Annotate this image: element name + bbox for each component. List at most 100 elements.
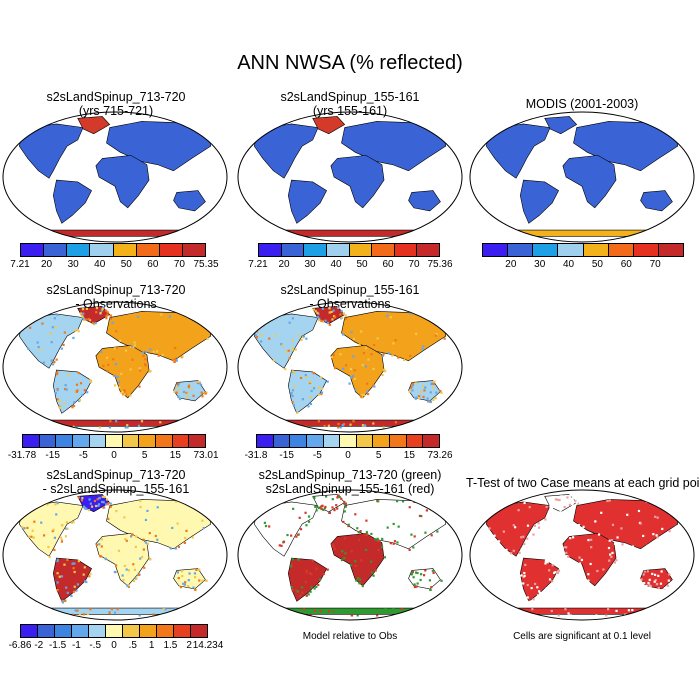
map-cell [361,424,364,427]
map-cell [354,564,358,567]
colorbar-panel-5 [256,434,440,448]
colorbar-swatch [136,244,160,256]
map-cell [356,614,359,617]
map-cell [144,541,148,544]
map-cell [344,502,347,505]
colorbar-tick-label: 20 [41,259,53,270]
colorbar-tick-label: 15 [403,450,415,461]
map-cell [377,500,380,503]
map-cell [56,572,59,575]
map-cell [145,350,148,353]
map-cell [113,570,116,574]
map-cell [65,521,68,524]
map-cell [89,502,92,505]
continent-namerica [18,123,84,179]
map-cell [526,583,529,587]
map-cell [104,557,107,560]
map-cell [54,391,57,395]
map-cell [493,534,496,537]
map-cell [328,307,331,310]
map-cell [350,550,353,553]
map-cell [50,341,53,344]
map-cell [94,504,98,508]
colorbar-swatch [483,244,509,256]
map-cell [532,598,535,601]
map-cell [553,571,556,575]
map-cell [313,496,316,500]
map-cell [578,562,582,565]
map-cell [321,307,325,310]
map-cell [73,585,76,588]
map-cell [541,591,544,594]
map-cell [72,590,76,593]
continent-namerica [253,313,319,369]
map-cell [609,553,612,556]
map-cell [113,384,117,387]
map-cell [545,505,548,508]
map-cell [291,394,294,398]
map-cell [120,391,123,394]
map-cell [647,608,651,611]
map-cell [365,533,368,536]
map-cell [534,582,537,586]
map-cell [301,398,305,401]
map-cell [331,498,334,501]
map-cell [561,511,564,514]
map-cell [287,349,290,352]
map-cell [352,374,355,378]
map-cell [528,506,531,509]
map-cell [100,350,103,353]
map-cell [115,347,118,350]
map-cell [187,579,190,582]
map-cell [175,359,178,362]
map-cell [367,358,370,361]
map-cell [384,370,387,373]
map-cell [134,545,137,548]
map-cell [443,506,446,510]
continent-australia [408,190,441,212]
colorbar-swatch [56,435,73,447]
map-cell [607,546,611,550]
map-cell [109,502,112,505]
map-cell [563,546,566,549]
map-cell [396,541,399,544]
map-cell [380,546,384,549]
map-cell [520,536,523,539]
colorbar-swatch [323,435,341,447]
map-cell [190,387,193,390]
panel-6-title: s2sLandSpinup_713-720 - s2sLandSpinup_15… [18,468,214,496]
map-cell [77,496,80,499]
continent-africa [330,345,385,399]
map-cell [315,585,318,588]
colorbar-swatch [72,435,90,447]
map-cell [81,497,84,500]
map-cell [668,583,671,586]
map-cell [387,352,390,355]
map-cell [373,385,376,388]
map-cell [544,518,547,521]
map-cell [72,404,76,407]
colorbar-swatch [38,625,55,637]
map-cell [140,420,144,423]
map-cell [101,495,104,498]
map-cell [105,498,109,501]
map-cell [62,343,65,347]
map-cell [139,505,142,509]
map-cell [302,608,306,611]
map-cell [536,525,539,529]
map-cell [64,384,67,387]
map-cell [146,542,150,545]
map-cell [86,391,89,394]
panel-6-title-line1: s2sLandSpinup_713-720 [46,468,186,482]
colorbar-swatch [423,435,440,447]
map-cell [648,578,651,581]
continent-namerica [485,501,551,557]
colorbar-tick-label: 7.21 [248,259,268,270]
map-cell [323,424,326,428]
map-cell [337,494,340,497]
map-cell [559,511,562,514]
map-cell [33,520,36,523]
map-cell [61,599,64,603]
map-cell [532,533,535,536]
map-cell [268,525,271,528]
